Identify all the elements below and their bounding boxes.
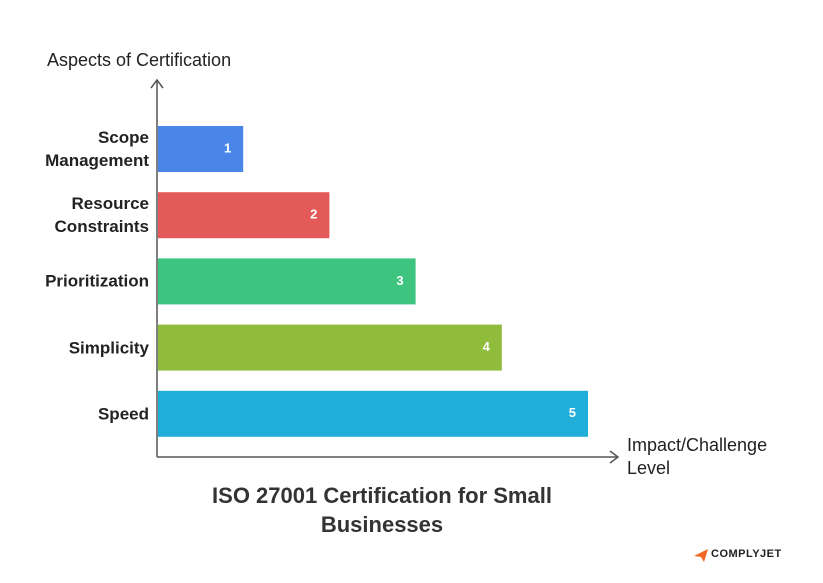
- y-axis-arrow: [150, 78, 164, 89]
- value-label: 3: [396, 273, 403, 288]
- category-label: Simplicity: [68, 338, 149, 358]
- x-axis-label: Impact/Challenge Level: [627, 435, 768, 478]
- bar: [158, 126, 244, 172]
- logo-text: COMPLYJET: [711, 548, 782, 560]
- category-label: Resource Constraints: [54, 194, 149, 237]
- bar: [158, 324, 502, 371]
- bar: [158, 390, 588, 437]
- value-label: 2: [310, 207, 317, 222]
- chart-title: ISO 27001 Certification for Small Busine…: [212, 483, 552, 537]
- category-label: Speed: [97, 404, 149, 424]
- y-axis-label: Aspects of Certification: [47, 50, 232, 70]
- bar: [158, 258, 416, 305]
- logo-icon: [694, 549, 708, 562]
- value-label: 1: [224, 140, 231, 155]
- value-label: 5: [569, 405, 576, 420]
- x-axis-arrow: [609, 450, 620, 464]
- category-label: Scope Management: [45, 128, 149, 170]
- value-label: 4: [483, 339, 491, 354]
- category-label: Prioritization: [45, 271, 149, 291]
- bar: [158, 192, 330, 239]
